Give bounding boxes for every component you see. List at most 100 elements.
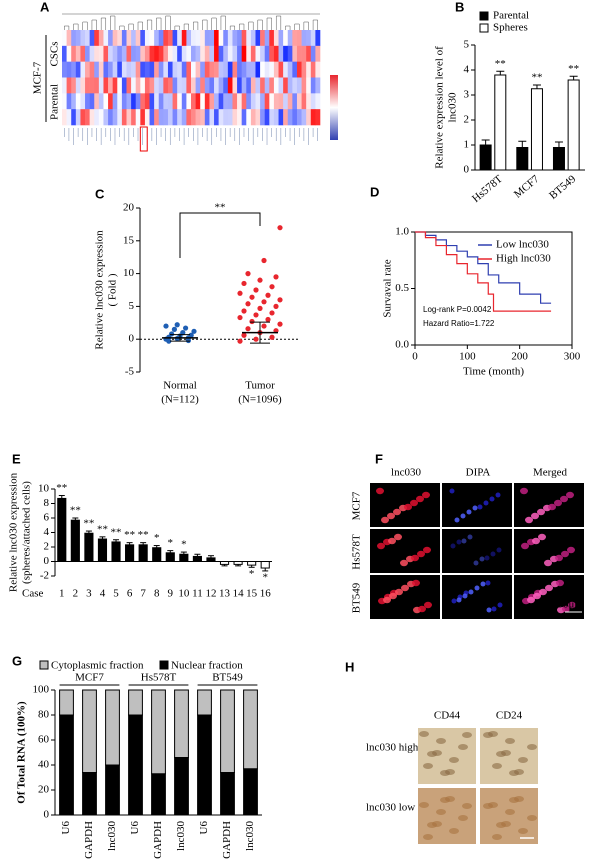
heatmap-cell xyxy=(218,45,224,62)
heatmap-cell xyxy=(278,109,284,126)
y-tick-label: 2 xyxy=(464,114,470,126)
heatmap-cell xyxy=(227,109,233,126)
heatmap-cell xyxy=(158,61,164,78)
legend-label: Parental xyxy=(493,10,529,22)
panel-letter: B xyxy=(455,0,464,14)
point xyxy=(241,280,247,287)
heatmap-cell xyxy=(269,109,275,126)
cell xyxy=(568,601,576,609)
micrograph xyxy=(442,575,512,619)
y-tick-label: 5 xyxy=(129,300,135,312)
bar xyxy=(70,519,80,562)
heatmap-cell xyxy=(135,45,141,62)
heatmap-cell xyxy=(218,93,224,110)
x-axis-label: Time (month) xyxy=(463,366,524,378)
heatmap-cell xyxy=(310,61,316,78)
heatmap-cell xyxy=(306,109,312,126)
heatmap-cell xyxy=(246,109,252,126)
heatmap-cell xyxy=(154,45,160,62)
heatmap-cell xyxy=(200,93,206,110)
point xyxy=(249,318,255,325)
heatmap-cell xyxy=(195,93,201,110)
heatmap-cell xyxy=(112,45,118,62)
legend-swatch xyxy=(159,660,169,670)
x-tick-label: 2 xyxy=(73,588,79,600)
heatmap-cell xyxy=(163,93,169,110)
y-axis-label: Relative lnc030 expression xyxy=(94,230,106,350)
bar xyxy=(552,147,565,171)
heatmap-cell xyxy=(154,93,160,110)
heatmap-cell xyxy=(315,30,321,47)
cell xyxy=(489,496,495,502)
heatmap-cell xyxy=(264,109,270,126)
x-tick-label: 10 xyxy=(178,588,190,600)
heatmap-cell xyxy=(264,30,270,47)
point xyxy=(261,323,267,329)
heatmap-cell xyxy=(310,109,316,126)
point xyxy=(253,312,259,318)
panel-letter: D xyxy=(370,184,379,199)
heatmap-cell xyxy=(149,30,155,47)
heatmap-cell xyxy=(246,30,252,47)
heatmap-cell xyxy=(287,30,293,47)
heatmap-cell xyxy=(200,77,206,94)
heatmap-cell xyxy=(283,45,289,62)
bar-segment xyxy=(128,689,143,716)
x-tick-label: 5 xyxy=(113,588,119,600)
heatmap-cell xyxy=(149,77,155,94)
tissue xyxy=(518,757,528,763)
x-tick-label: 7 xyxy=(140,588,146,600)
cell xyxy=(387,512,395,520)
heatmap-cell xyxy=(260,109,266,126)
heatmap-cell xyxy=(315,61,321,78)
heatmap-cell xyxy=(181,61,187,78)
heatmap-cell xyxy=(126,93,132,110)
heatmap-cell xyxy=(273,93,279,110)
heatmap-cell xyxy=(214,93,219,110)
x-tick-note: (N=112) xyxy=(161,394,199,406)
dendrogram xyxy=(64,25,70,30)
heatmap-cell xyxy=(158,45,164,62)
cell xyxy=(477,504,483,510)
cell xyxy=(531,512,539,520)
heatmap-cell xyxy=(62,30,67,47)
legend-label: Cytoplasmic fraction xyxy=(51,660,144,672)
heatmap xyxy=(62,13,321,152)
heatmap-cell xyxy=(292,30,298,47)
bar xyxy=(494,74,507,171)
heatmap-cell xyxy=(241,61,247,78)
heatmap-cell xyxy=(301,61,307,78)
bar xyxy=(530,88,543,171)
cell xyxy=(456,539,462,545)
cell xyxy=(401,584,409,592)
cell xyxy=(418,605,426,613)
heatmap-cell xyxy=(232,30,238,47)
panel-letter: H xyxy=(345,659,354,674)
heatmap-cell xyxy=(80,109,86,126)
heatmap-cell xyxy=(250,30,256,47)
tissue xyxy=(483,803,493,809)
heatmap-cell xyxy=(108,30,113,47)
heatmap-cell xyxy=(108,109,113,126)
heatmap-cell xyxy=(204,61,210,78)
bar-segment xyxy=(220,772,235,816)
bar xyxy=(516,147,529,171)
heatmap-cell xyxy=(246,61,252,78)
x-tick-note: (N=1096) xyxy=(238,394,282,406)
heatmap-cell xyxy=(227,45,233,62)
heatmap-cell xyxy=(232,61,238,78)
heatmap-cell xyxy=(66,45,72,62)
tissue xyxy=(509,770,519,776)
x-tick-label: U6 xyxy=(198,821,210,835)
heatmap-cell xyxy=(232,93,238,110)
tissue xyxy=(423,834,433,840)
significance: * xyxy=(262,571,268,583)
heatmap-cell xyxy=(89,93,95,110)
tissue xyxy=(419,731,429,737)
heatmap-cell xyxy=(264,77,270,94)
tissue xyxy=(483,732,493,738)
heatmap-cell xyxy=(103,93,109,110)
heatmap-cell xyxy=(177,77,183,94)
heatmap-cell xyxy=(163,109,169,126)
heatmap-cell xyxy=(158,30,164,47)
